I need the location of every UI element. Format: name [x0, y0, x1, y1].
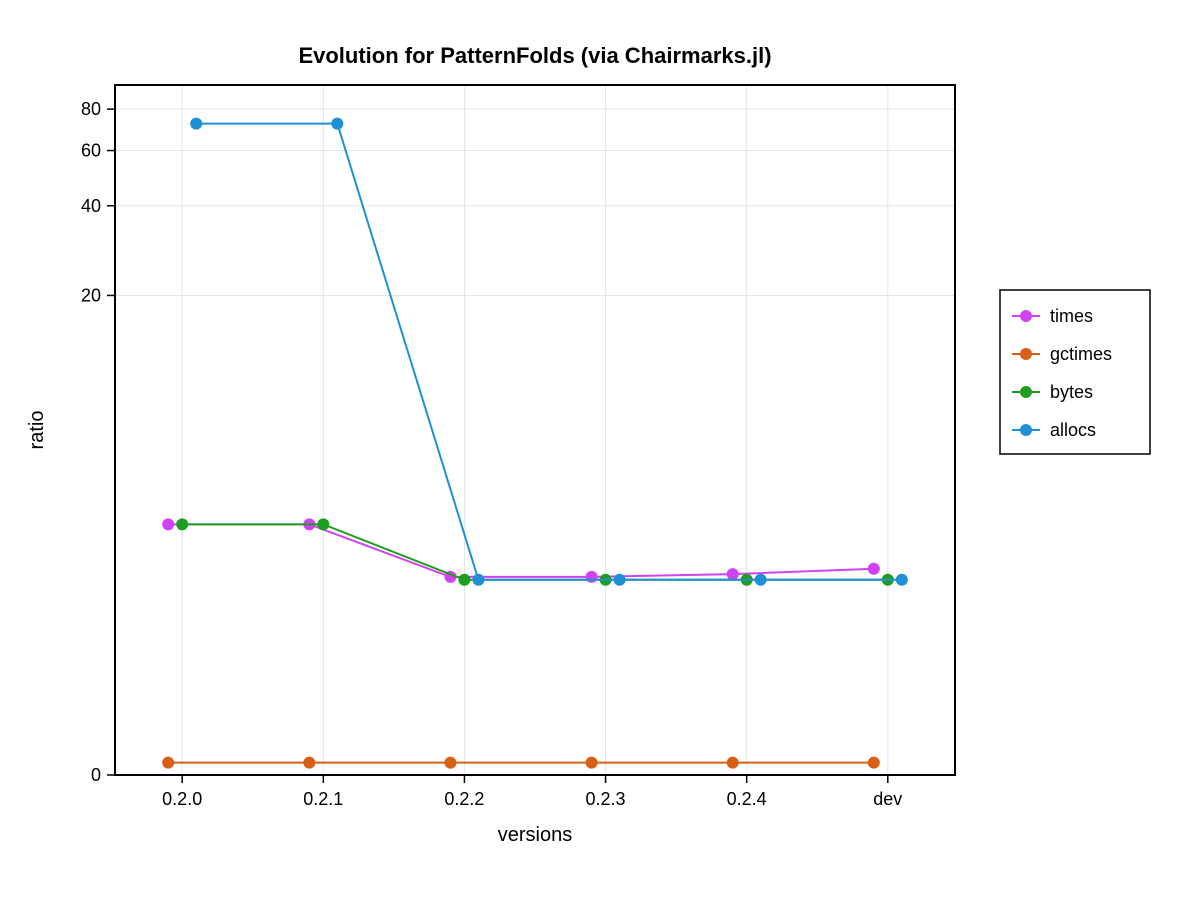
x-tick-label: 0.2.1: [303, 789, 343, 809]
x-tick-label: 0.2.3: [586, 789, 626, 809]
marker-times: [727, 568, 739, 580]
marker-bytes: [317, 518, 329, 530]
marker-gctimes: [303, 757, 315, 769]
legend-label-times: times: [1050, 306, 1093, 326]
marker-times: [868, 563, 880, 575]
legend-label-gctimes: gctimes: [1050, 344, 1112, 364]
marker-gctimes: [868, 757, 880, 769]
marker-allocs: [331, 118, 343, 130]
marker-allocs: [190, 118, 202, 130]
x-tick-label: 0.2.0: [162, 789, 202, 809]
marker-gctimes: [586, 757, 598, 769]
legend-label-allocs: allocs: [1050, 420, 1096, 440]
legend: times gctimes bytes allocs: [1000, 290, 1150, 454]
marker-allocs: [614, 574, 626, 586]
marker-allocs: [896, 574, 908, 586]
x-tick-label: 0.2.4: [727, 789, 767, 809]
y-tick-label: 40: [81, 196, 101, 216]
y-axis-label: ratio: [26, 411, 48, 450]
marker-bytes: [458, 574, 470, 586]
marker-times: [586, 571, 598, 583]
chart-title: Evolution for PatternFolds (via Chairmar…: [298, 43, 771, 68]
marker-allocs: [755, 574, 767, 586]
legend-marker-bytes: [1020, 386, 1032, 398]
marker-allocs: [472, 574, 484, 586]
marker-gctimes: [162, 757, 174, 769]
line-chart: 0 20 40 60 80 0.2.0 0.2.1 0.2.2 0.2.3 0.2.4 dev Evo…: [0, 0, 1200, 900]
marker-gctimes: [727, 757, 739, 769]
x-axis-label: versions: [498, 824, 572, 846]
y-tick-label: 20: [81, 285, 101, 305]
chart-container: 0 20 40 60 80 0.2.0 0.2.1 0.2.2 0.2.3 0.2.4 dev Evo…: [0, 0, 1200, 900]
y-tick-label: 60: [81, 141, 101, 161]
x-tick-label: dev: [873, 789, 902, 809]
marker-times: [162, 518, 174, 530]
y-tick-label: 0: [91, 765, 101, 785]
legend-marker-times: [1020, 310, 1032, 322]
marker-bytes: [176, 518, 188, 530]
legend-marker-allocs: [1020, 424, 1032, 436]
marker-gctimes: [444, 757, 456, 769]
legend-marker-gctimes: [1020, 348, 1032, 360]
y-tick-label: 80: [81, 99, 101, 119]
x-tick-label: 0.2.2: [444, 789, 484, 809]
legend-label-bytes: bytes: [1050, 382, 1093, 402]
